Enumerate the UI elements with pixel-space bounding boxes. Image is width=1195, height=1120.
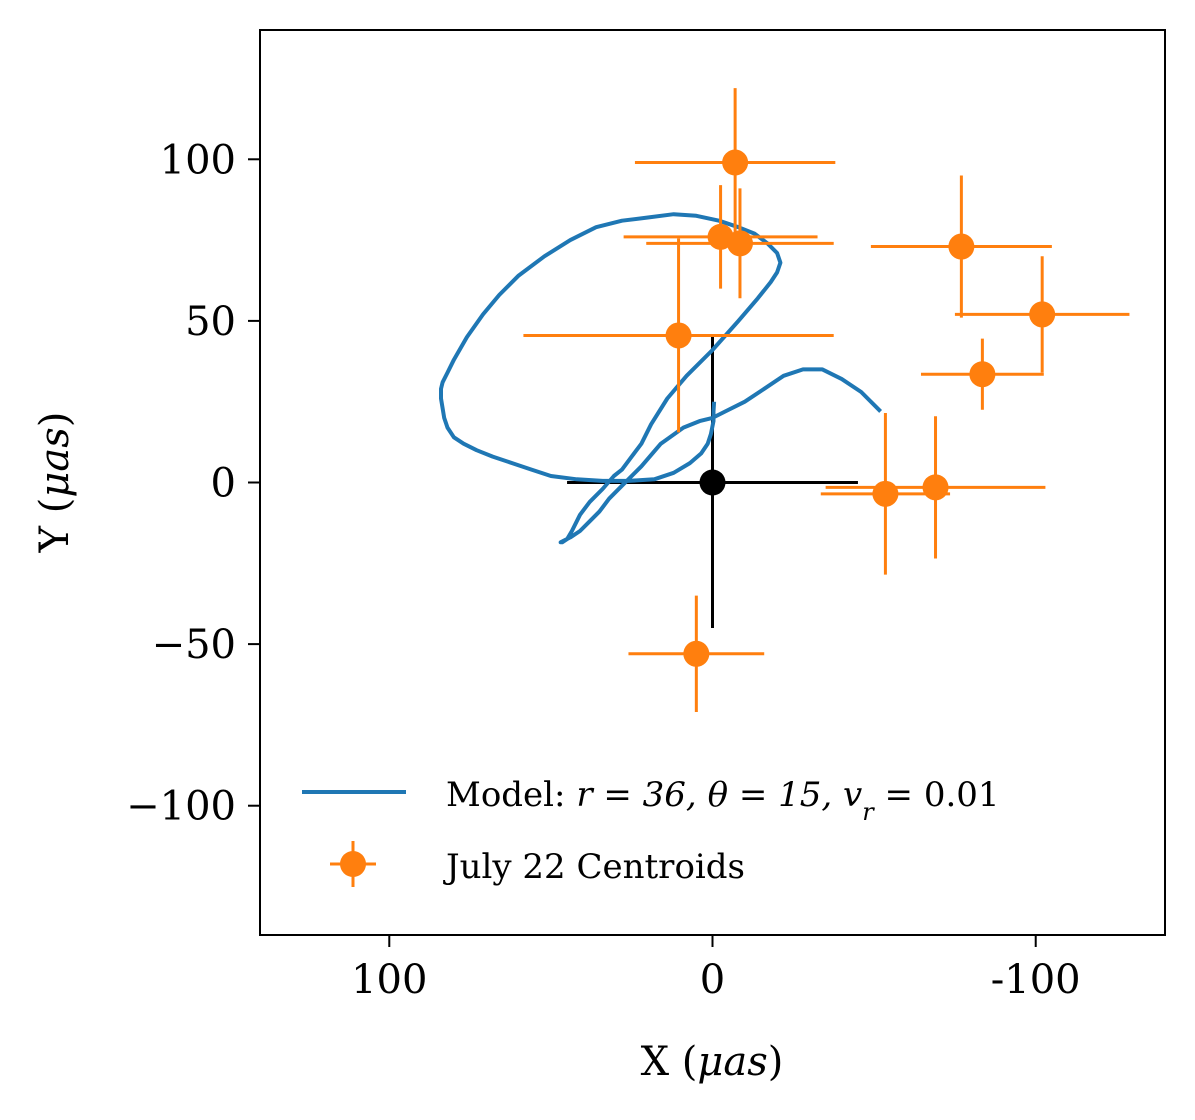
centroid-marker	[726, 230, 753, 257]
legend-model-label: Model: r = 36, θ = 15, vr = 0.01	[446, 775, 1000, 826]
x-tick-label: -100	[991, 957, 1081, 1003]
model-curve	[439, 212, 883, 545]
plot-area	[439, 88, 1130, 712]
centroid-marker	[948, 233, 975, 260]
x-axis-title: X (μas)	[641, 1039, 784, 1085]
x-tick-label: 100	[351, 957, 427, 1003]
centroid-marker	[665, 322, 692, 349]
centroid-marker	[872, 480, 899, 507]
reference-point-marker	[699, 469, 726, 496]
centroid-marker	[683, 640, 710, 667]
legend-centroid-marker	[340, 851, 366, 877]
y-tick-label: 50	[185, 299, 236, 345]
centroid-marker	[722, 149, 749, 176]
legend: Model: r = 36, θ = 15, vr = 0.01 July 22…	[302, 775, 1000, 887]
y-tick-label: −50	[152, 622, 236, 668]
y-axis-title: Y (μas)	[32, 412, 78, 554]
y-tick-label: 100	[160, 137, 236, 183]
centroid-marker	[922, 474, 949, 501]
centroid-marker	[1029, 301, 1056, 328]
x-tick-label: 0	[700, 957, 725, 1003]
x-axis-ticks: 100 0 -100	[351, 935, 1081, 1003]
legend-centroid-label: July 22 Centroids	[443, 847, 745, 887]
y-axis-ticks: 100 50 0 −50 −100	[126, 137, 260, 830]
centroid-marker	[969, 361, 996, 388]
y-tick-label: −100	[126, 784, 236, 830]
y-tick-label: 0	[211, 461, 236, 507]
